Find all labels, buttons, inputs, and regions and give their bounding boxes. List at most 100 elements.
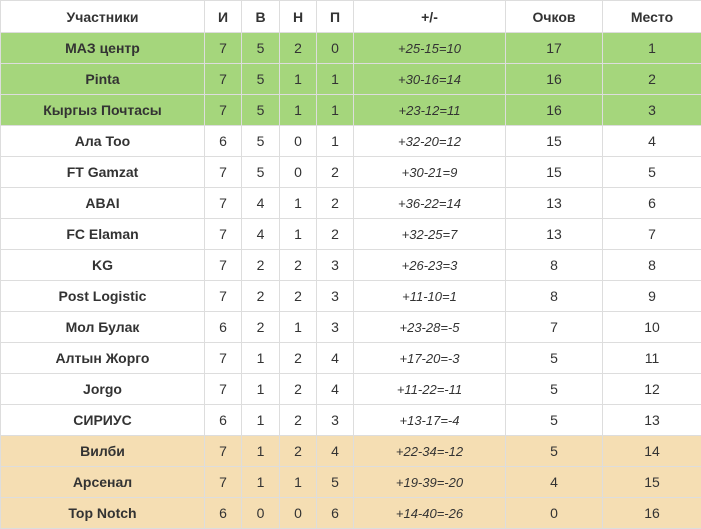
place-cell: 5 (603, 157, 701, 188)
wins-cell: 1 (242, 405, 280, 436)
wins-cell: 1 (242, 467, 280, 498)
losses-cell: 0 (317, 33, 354, 64)
losses-cell: 5 (317, 467, 354, 498)
team-cell[interactable]: Мол Булак (1, 312, 205, 343)
wins-cell: 2 (242, 281, 280, 312)
team-cell[interactable]: Алтын Жорго (1, 343, 205, 374)
place-cell: 1 (603, 33, 701, 64)
points-cell: 5 (506, 405, 603, 436)
place-cell: 16 (603, 498, 701, 529)
goal-diff-cell: +23-28=-5 (354, 312, 506, 343)
goal-diff-cell: +11-10=1 (354, 281, 506, 312)
team-cell[interactable]: МАЗ центр (1, 33, 205, 64)
team-cell[interactable]: Кыргыз Почтасы (1, 95, 205, 126)
draws-cell: 1 (280, 312, 317, 343)
losses-cell: 3 (317, 250, 354, 281)
points-cell: 16 (506, 64, 603, 95)
draws-cell: 2 (280, 281, 317, 312)
wins-cell: 4 (242, 188, 280, 219)
losses-cell: 3 (317, 281, 354, 312)
table-header: Участники И В Н П +/- Очков Место (1, 1, 701, 33)
goal-diff-cell: +25-15=10 (354, 33, 506, 64)
losses-cell: 6 (317, 498, 354, 529)
header-team[interactable]: Участники (1, 1, 205, 33)
points-cell: 8 (506, 281, 603, 312)
goal-diff-cell: +11-22=-11 (354, 374, 506, 405)
games-cell: 7 (205, 281, 242, 312)
draws-cell: 2 (280, 33, 317, 64)
losses-cell: 1 (317, 95, 354, 126)
goal-diff-cell: +17-20=-3 (354, 343, 506, 374)
header-wins[interactable]: В (242, 1, 280, 33)
wins-cell: 5 (242, 64, 280, 95)
wins-cell: 1 (242, 436, 280, 467)
draws-cell: 1 (280, 219, 317, 250)
team-cell[interactable]: Post Logistic (1, 281, 205, 312)
losses-cell: 3 (317, 312, 354, 343)
points-cell: 4 (506, 467, 603, 498)
team-cell[interactable]: KG (1, 250, 205, 281)
team-cell[interactable]: Вилби (1, 436, 205, 467)
wins-cell: 5 (242, 157, 280, 188)
place-cell: 15 (603, 467, 701, 498)
goal-diff-cell: +32-25=7 (354, 219, 506, 250)
goal-diff-cell: +30-21=9 (354, 157, 506, 188)
header-points[interactable]: Очков (506, 1, 603, 33)
team-cell[interactable]: FC Elaman (1, 219, 205, 250)
draws-cell: 2 (280, 374, 317, 405)
losses-cell: 1 (317, 64, 354, 95)
wins-cell: 1 (242, 343, 280, 374)
header-goal-diff[interactable]: +/- (354, 1, 506, 33)
draws-cell: 0 (280, 126, 317, 157)
team-cell[interactable]: СИРИУС (1, 405, 205, 436)
draws-cell: 2 (280, 405, 317, 436)
losses-cell: 2 (317, 219, 354, 250)
points-cell: 0 (506, 498, 603, 529)
header-place[interactable]: Место (603, 1, 701, 33)
games-cell: 7 (205, 157, 242, 188)
team-cell[interactable]: Арсенал (1, 467, 205, 498)
place-cell: 11 (603, 343, 701, 374)
goal-diff-cell: +13-17=-4 (354, 405, 506, 436)
losses-cell: 1 (317, 126, 354, 157)
place-cell: 8 (603, 250, 701, 281)
goal-diff-cell: +22-34=-12 (354, 436, 506, 467)
games-cell: 7 (205, 467, 242, 498)
points-cell: 5 (506, 343, 603, 374)
wins-cell: 4 (242, 219, 280, 250)
games-cell: 6 (205, 312, 242, 343)
points-cell: 17 (506, 33, 603, 64)
draws-cell: 1 (280, 188, 317, 219)
place-cell: 4 (603, 126, 701, 157)
team-cell[interactable]: Top Notch (1, 498, 205, 529)
wins-cell: 5 (242, 95, 280, 126)
team-cell[interactable]: Pinta (1, 64, 205, 95)
goal-diff-cell: +14-40=-26 (354, 498, 506, 529)
losses-cell: 4 (317, 436, 354, 467)
header-losses[interactable]: П (317, 1, 354, 33)
games-cell: 7 (205, 250, 242, 281)
points-cell: 8 (506, 250, 603, 281)
points-cell: 15 (506, 126, 603, 157)
team-cell[interactable]: Jorgo (1, 374, 205, 405)
header-draws[interactable]: Н (280, 1, 317, 33)
games-cell: 7 (205, 188, 242, 219)
team-cell[interactable]: ABAI (1, 188, 205, 219)
header-games[interactable]: И (205, 1, 242, 33)
team-cell[interactable]: Ала Тоо (1, 126, 205, 157)
wins-cell: 5 (242, 33, 280, 64)
goal-diff-cell: +19-39=-20 (354, 467, 506, 498)
draws-cell: 0 (280, 498, 317, 529)
team-cell[interactable]: FT Gamzat (1, 157, 205, 188)
place-cell: 13 (603, 405, 701, 436)
